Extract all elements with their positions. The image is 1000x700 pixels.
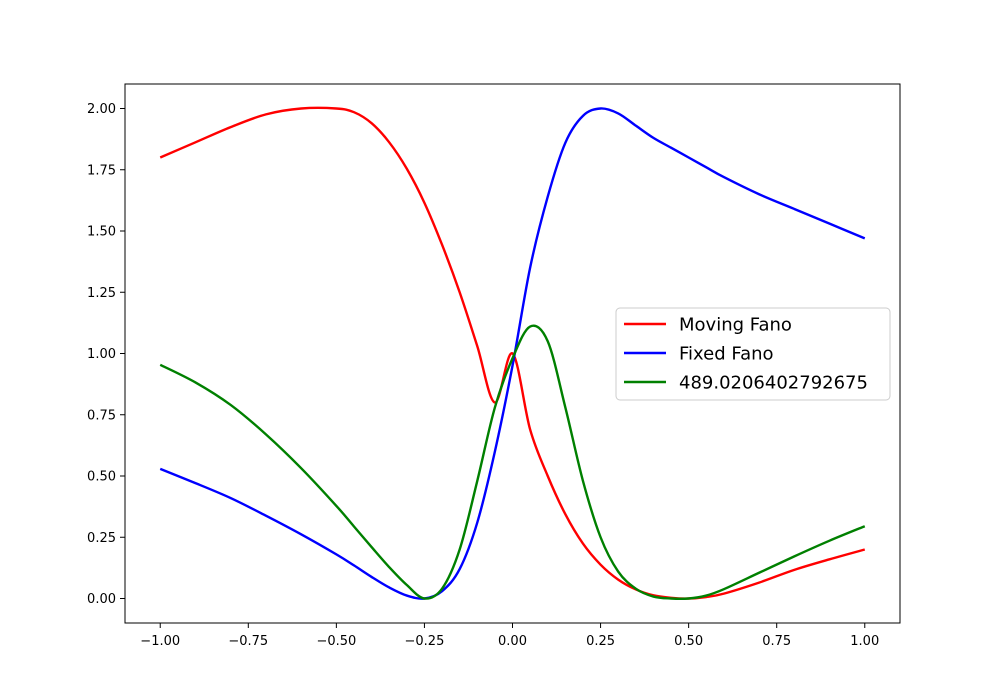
y-tick-label: 0.25: [87, 531, 116, 546]
y-tick-label: 1.00: [87, 347, 116, 362]
x-tick-label: −0.75: [228, 634, 268, 649]
legend-label: 489.0206402792675: [679, 373, 868, 394]
x-tick-label: −0.25: [405, 634, 445, 649]
legend-label: Moving Fano: [679, 315, 792, 336]
x-tick-label: 0.50: [674, 634, 703, 649]
y-tick-label: 0.50: [87, 470, 116, 485]
x-tick-label: 1.00: [850, 634, 879, 649]
x-tick-label: −1.00: [140, 634, 180, 649]
y-tick-label: 1.50: [87, 225, 116, 240]
x-tick-label: 0.00: [498, 634, 527, 649]
y-tick-label: 1.75: [87, 163, 116, 178]
legend-box: [615, 307, 891, 401]
x-axis: −1.00 −0.75 −0.50 −0.25 0.00 0.25 0.50 0.75 1.00: [140, 623, 879, 649]
y-tick-label: 1.25: [87, 286, 116, 301]
y-tick-label: 0.75: [87, 408, 116, 423]
x-tick-label: 0.75: [762, 634, 791, 649]
legend-label: Fixed Fano: [679, 344, 774, 365]
y-axis: 0.00 0.25 0.50 0.75 1.00 1.25 1.50 1.75 2.00: [87, 102, 125, 607]
series-line-2: [159, 107, 866, 600]
y-tick-label: 2.00: [87, 102, 116, 117]
x-tick-label: −0.50: [316, 634, 356, 649]
series-line-3: [159, 324, 866, 601]
series-lines: [159, 106, 866, 601]
x-tick-label: 0.25: [586, 634, 615, 649]
y-tick-label: 0.00: [87, 592, 116, 607]
legend: Moving Fano Fixed Fano 489.0206402792675: [615, 307, 891, 401]
